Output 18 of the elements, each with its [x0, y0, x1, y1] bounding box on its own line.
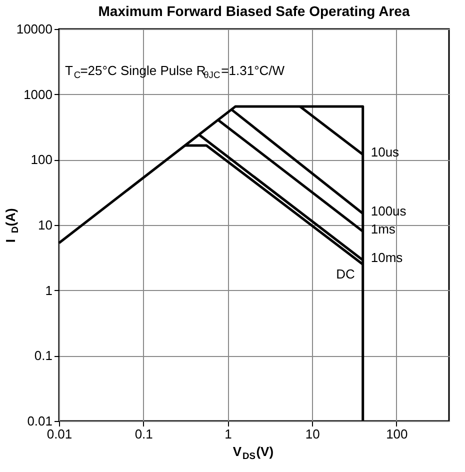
y-tick-label: 100	[30, 152, 52, 168]
series-label: DC	[336, 266, 355, 282]
x-tick-label: 10	[305, 426, 320, 442]
x-tick-label: 1	[224, 426, 232, 442]
series-label: 1ms	[370, 221, 396, 236]
y-tick-label: 10000	[16, 22, 52, 36]
series-label: 10ms	[370, 250, 404, 266]
y-tick-label: 1000	[24, 86, 52, 102]
series-label: 100us	[370, 203, 407, 218]
y-tick-label: 0.01	[27, 414, 52, 428]
x-tick-label: 0.1	[134, 426, 153, 442]
y-tick-label: 0.1	[34, 348, 52, 364]
y-tick-label: 10	[38, 218, 52, 232]
y-tick-label: 1	[45, 282, 52, 298]
y-axis-title: ID(A)	[3, 208, 20, 243]
x-tick-label: 100	[386, 426, 408, 442]
series-label: 10us	[370, 144, 400, 160]
chart-title: Maximum Forward Biased Safe Operating Area	[98, 3, 410, 19]
